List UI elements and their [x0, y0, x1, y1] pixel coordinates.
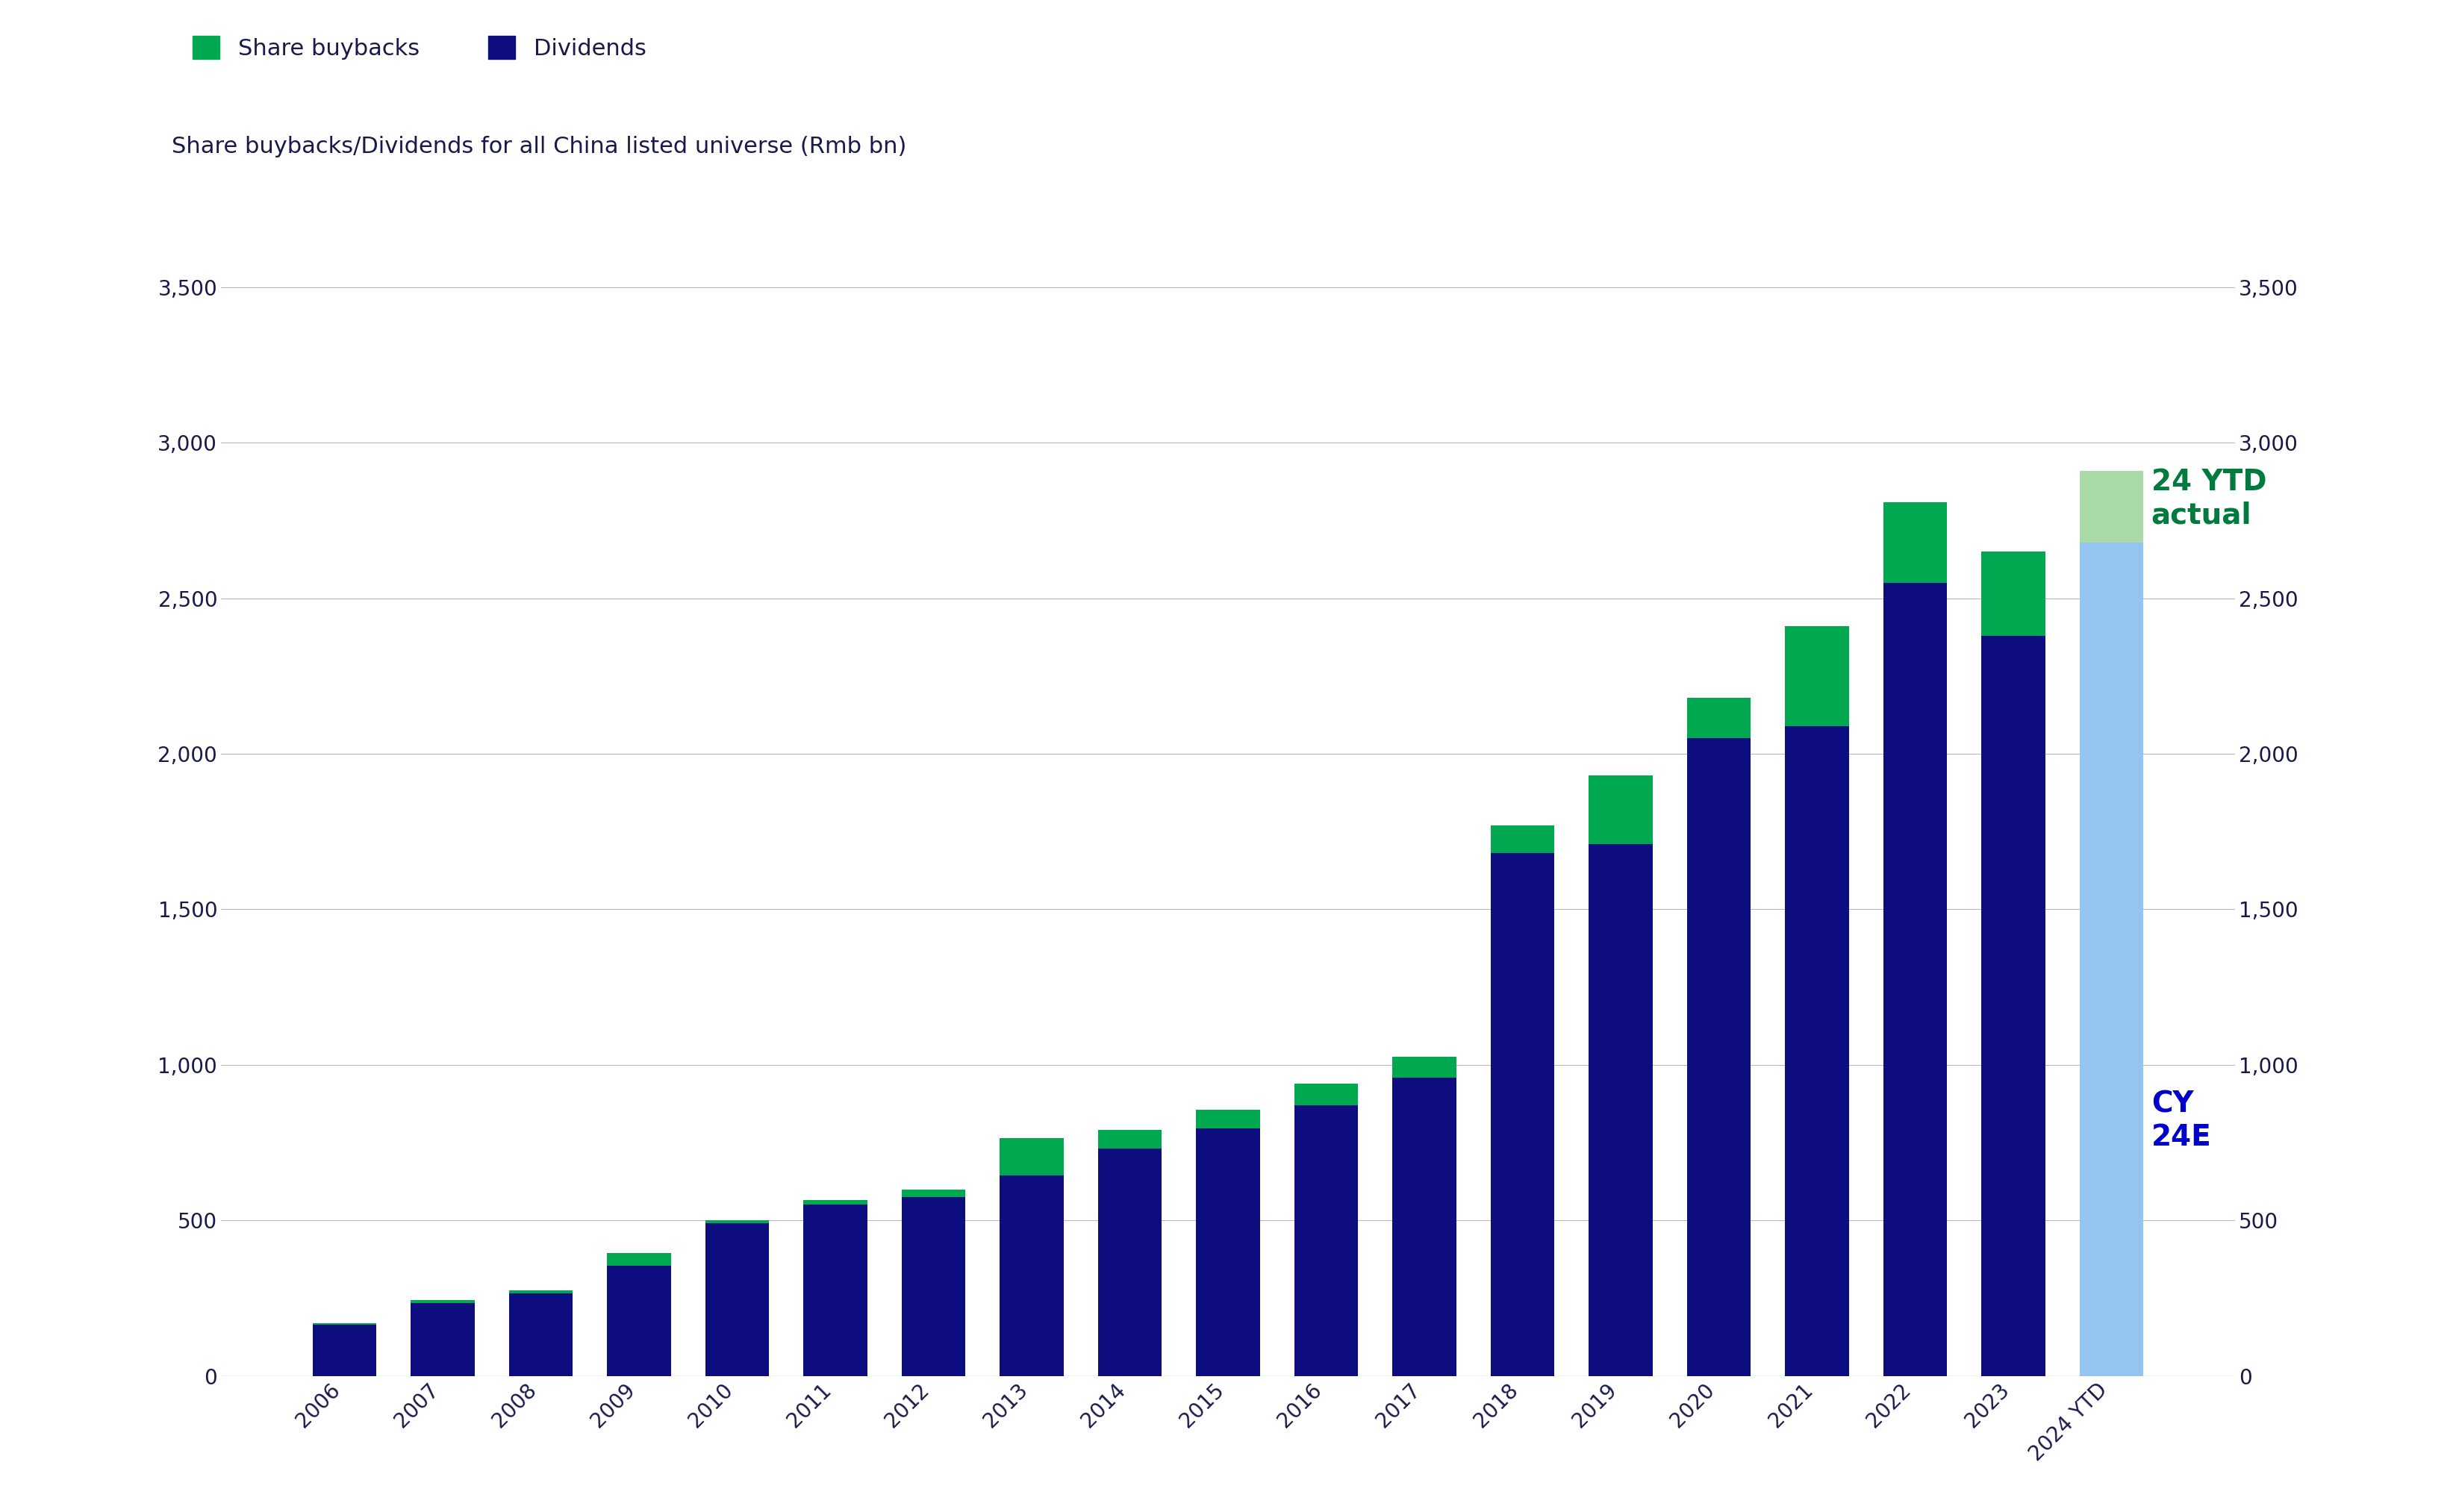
Bar [1393, 1078, 1456, 1376]
Bar [803, 1201, 867, 1205]
Bar [1884, 582, 1948, 1376]
Bar [1000, 1139, 1063, 1175]
Bar [1687, 738, 1751, 1376]
Bar [1687, 699, 1751, 738]
Bar [1786, 626, 1849, 726]
Bar [1294, 1084, 1358, 1105]
Bar [1589, 776, 1653, 844]
Bar [1491, 853, 1555, 1376]
Bar [1294, 1105, 1358, 1376]
Bar [1098, 1129, 1162, 1149]
Legend: Share buybacks, Dividends: Share buybacks, Dividends [184, 27, 656, 68]
Bar [705, 1220, 769, 1223]
Bar [1982, 552, 2046, 635]
Bar [312, 1323, 376, 1325]
Bar [607, 1253, 670, 1266]
Bar [508, 1290, 572, 1293]
Bar [508, 1293, 572, 1376]
Bar [1196, 1128, 1260, 1376]
Bar [803, 1205, 867, 1376]
Bar [1982, 635, 2046, 1376]
Bar [312, 1325, 376, 1376]
Text: CY
24E: CY 24E [2151, 1090, 2210, 1152]
Bar [2080, 470, 2144, 543]
Bar [1491, 826, 1555, 853]
Bar [1393, 1057, 1456, 1078]
Bar [410, 1303, 474, 1376]
Bar [1884, 502, 1948, 582]
Bar [705, 1223, 769, 1376]
Bar [901, 1198, 965, 1376]
Text: 24 YTD
actual: 24 YTD actual [2151, 469, 2267, 529]
Bar [607, 1266, 670, 1376]
Bar [901, 1190, 965, 1198]
Bar [1786, 726, 1849, 1376]
Text: Share buybacks/Dividends for all China listed universe (Rmb bn): Share buybacks/Dividends for all China l… [172, 136, 906, 157]
Bar [1589, 844, 1653, 1376]
Bar [410, 1300, 474, 1303]
Bar [1098, 1149, 1162, 1376]
Bar [1000, 1175, 1063, 1376]
Bar [2080, 543, 2144, 1376]
Bar [1196, 1110, 1260, 1128]
